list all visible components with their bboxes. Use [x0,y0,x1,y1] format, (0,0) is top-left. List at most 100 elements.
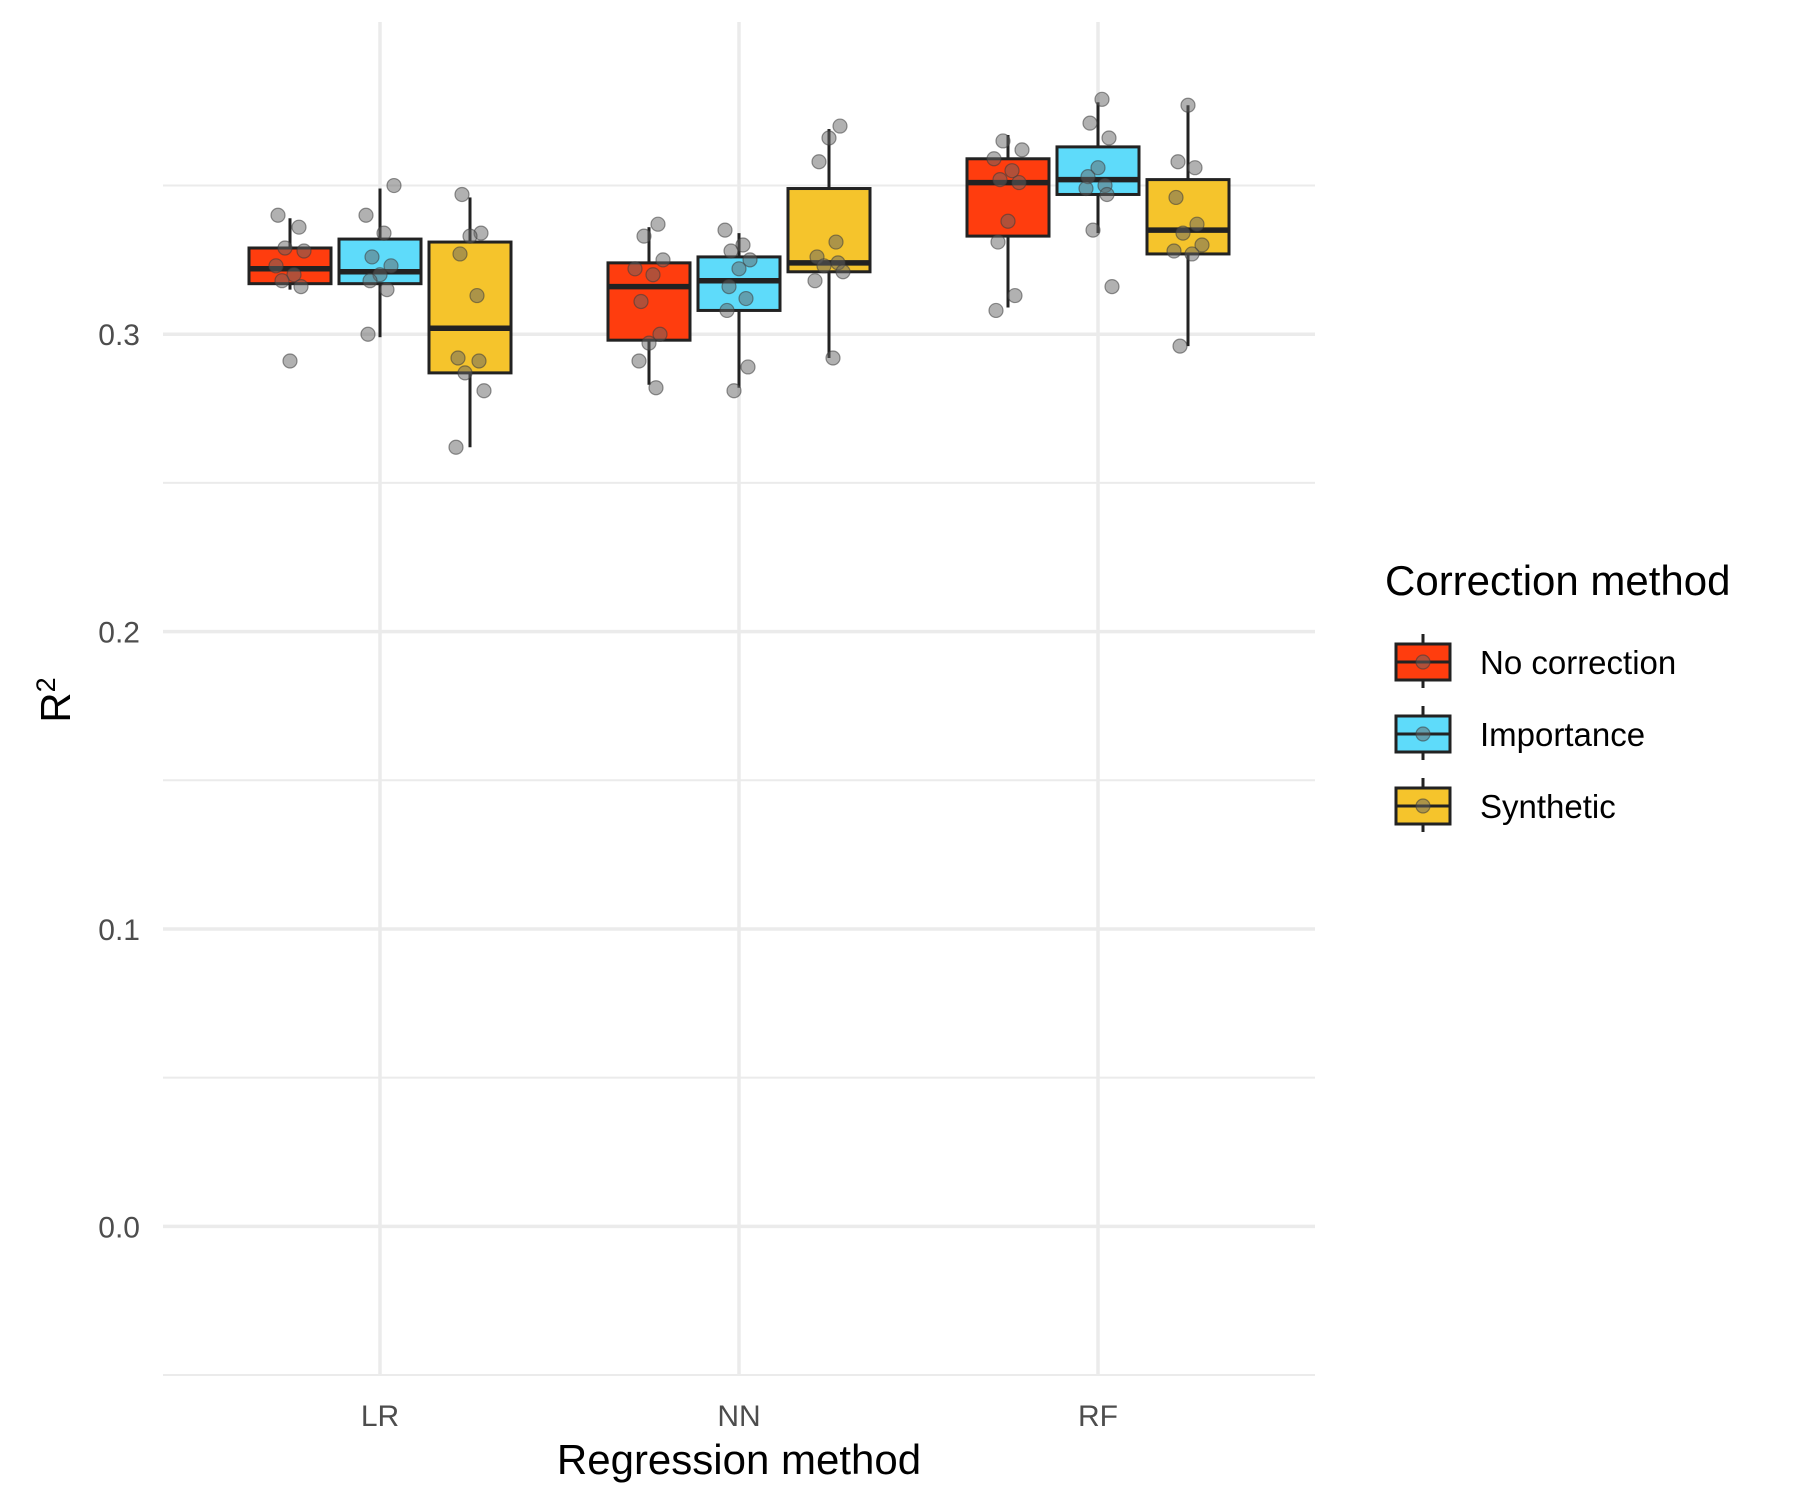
data-point [476,383,492,399]
legend-key-point [1415,726,1431,742]
grid [163,22,1315,1376]
data-point [386,177,402,194]
y-tick-label: 0.3 [98,319,140,352]
data-point [376,225,392,241]
y-axis-title-base: R [32,692,79,722]
data-point [270,207,286,223]
box-RF-2 [1145,105,1231,347]
legend: Correction method No correction Importanc… [1385,557,1731,834]
data-point [721,279,737,295]
data-point [652,326,668,342]
box-body [606,261,692,342]
data-point [296,243,312,259]
data-point [726,383,742,399]
legend-label: Importance [1480,716,1645,753]
data-point [1170,154,1186,170]
x-tick-label: RF [1078,1400,1118,1433]
y-axis-title: R2 [31,677,79,722]
data-point [1180,97,1196,113]
data-point [364,249,380,265]
data-point [832,118,848,134]
data-point [1101,130,1117,146]
data-point [360,326,376,342]
data-point [717,222,733,238]
box-LR-2 [427,197,513,448]
legend-key-point [1415,654,1431,670]
legend-item: Synthetic [1394,778,1616,834]
data-point [454,186,470,203]
data-point [358,207,374,223]
legend-item: No correction [1394,634,1676,690]
data-point [988,302,1004,319]
data-point [1189,216,1205,232]
data-point [471,353,487,369]
data-point [738,290,754,307]
data-point [1082,115,1098,131]
data-point [735,237,751,253]
x-tick-label: NN [717,1400,760,1433]
data-point [1014,142,1030,158]
box-body [1145,178,1231,256]
data-point [986,151,1002,167]
y-tick-label: 0.2 [98,617,140,650]
data-point [655,252,671,268]
data-point [723,243,739,259]
y-axis-title-superscript: 2 [31,677,61,692]
data-point [631,353,647,369]
y-axis-ticks: 0.0 0.1 0.2 0.3 [98,319,140,1244]
box-body [786,187,872,274]
data-point [807,273,823,289]
data-point [457,365,473,381]
data-point [650,216,666,232]
data-point [627,261,643,277]
data-point [1166,243,1182,259]
data-point [462,228,478,244]
data-point [992,172,1008,188]
data-point [1099,186,1115,203]
box-LR-1 [337,188,423,338]
data-point [379,282,395,298]
data-point [1085,222,1101,238]
data-point [719,302,735,319]
data-point [291,219,307,235]
data-point [277,240,293,256]
data-point [274,273,290,289]
y-tick-label: 0.0 [98,1211,140,1244]
data-point [828,234,844,250]
x-axis-ticks: LR NN RF [361,1400,1118,1433]
data-point [995,133,1011,149]
data-point [1104,279,1120,295]
data-point [1172,338,1188,354]
data-point [1187,160,1203,176]
data-point [469,287,485,304]
data-point [633,293,649,310]
data-point [1004,163,1020,179]
data-point [636,228,652,244]
data-point [286,267,302,283]
data-point [1194,237,1210,253]
data-point [740,359,756,375]
box-body [427,240,513,375]
data-point [1000,213,1016,229]
data-point [1175,225,1191,241]
data-point [268,258,284,274]
data-point [641,335,657,351]
data-point [816,258,832,274]
data-point [383,258,399,274]
data-point [1011,174,1027,191]
legend-item: Importance [1394,706,1645,762]
x-axis-title: Regression method [557,1436,921,1483]
legend-title: Correction method [1385,557,1731,604]
data-point [1168,189,1184,206]
data-point [825,350,841,366]
data-point [1078,180,1094,197]
data-point [645,267,661,283]
legend-label: Synthetic [1480,788,1616,825]
data-point [362,273,378,289]
data-point [990,234,1006,250]
legend-label: No correction [1480,644,1676,681]
legend-keys: No correction Importance Synthetic [1394,634,1676,834]
data-point [835,264,851,280]
box-LR-0 [247,218,333,290]
